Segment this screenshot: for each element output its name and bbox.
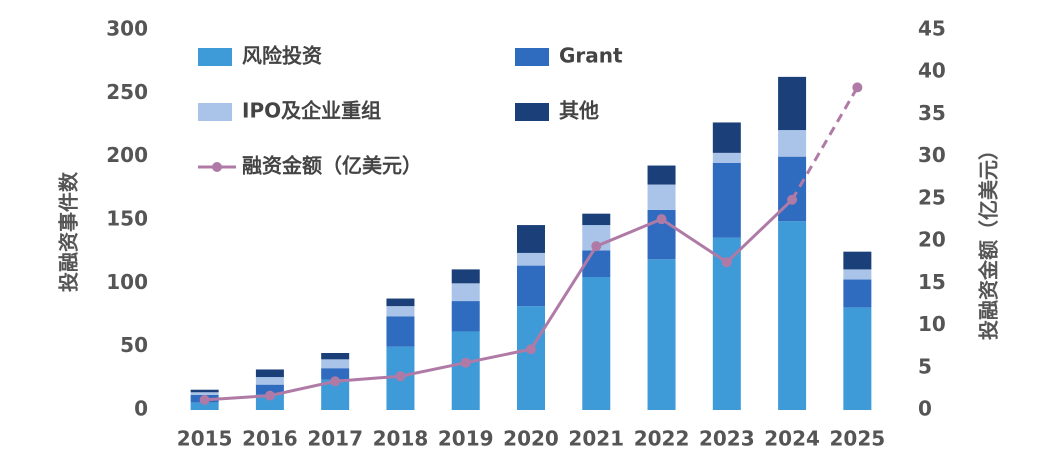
legend-swatch (515, 103, 549, 121)
y2-tick-label: 10 (918, 312, 946, 336)
bar-segment (255, 384, 284, 395)
bar-segment (778, 221, 807, 410)
line-marker (591, 241, 602, 252)
line-marker (460, 357, 471, 368)
bar-segment (647, 165, 676, 185)
x-tick-label: 2015 (177, 427, 233, 451)
bar-segment (712, 152, 741, 163)
x-tick-label: 2023 (699, 427, 755, 451)
bar-segment (451, 331, 480, 410)
bar-segment (255, 377, 284, 385)
y2-tick-label: 20 (918, 228, 946, 252)
bar-segment (778, 76, 807, 131)
bar-segment (517, 265, 545, 307)
x-tick-label: 2022 (634, 427, 690, 451)
bar-segment (843, 279, 872, 308)
x-tick-label: 2017 (307, 427, 363, 451)
line-marker (264, 390, 275, 401)
legend-label: Grant (559, 44, 623, 68)
bar-segment (451, 283, 480, 302)
bar-segment (190, 389, 219, 393)
x-tick-label: 2024 (764, 427, 820, 451)
bar-segment (582, 277, 611, 410)
bar-segment (647, 184, 676, 210)
legend-marker (212, 162, 222, 172)
bar-segment (843, 251, 872, 270)
bar-segment (321, 368, 350, 380)
line-marker (526, 344, 536, 355)
bar-segment (190, 402, 219, 410)
x-tick-label: 2020 (503, 427, 559, 451)
bar-segment (582, 213, 611, 226)
bar-segment (321, 359, 350, 369)
bar-segment (778, 130, 807, 157)
line-marker (395, 371, 406, 382)
legend-swatch (198, 48, 232, 66)
y-tick-label: 300 (106, 17, 148, 41)
bar-segment (517, 252, 545, 266)
y-axis-label: 投融资事件数 (57, 171, 81, 292)
y2-axis-label: 投融资金额（亿美元） (977, 140, 1001, 340)
bar-segment (190, 392, 219, 395)
y2-tick-label: 25 (918, 185, 946, 209)
bar-segment (386, 298, 415, 307)
legend-swatch (198, 103, 232, 121)
x-tick-label: 2025 (830, 427, 886, 451)
y-tick-label: 100 (106, 270, 148, 294)
x-tick-label: 2018 (373, 427, 429, 451)
line-marker (199, 394, 210, 405)
x-tick-label: 2021 (568, 427, 624, 451)
legend-swatch (515, 48, 549, 66)
bar-segment (386, 306, 415, 317)
legend-label: 风险投资 (242, 44, 322, 68)
line-marker (330, 376, 341, 387)
line (204, 198, 794, 402)
bar-segment (778, 156, 807, 222)
bar-segment (386, 316, 415, 347)
bar-segment (255, 394, 284, 410)
bar-segment (843, 307, 872, 410)
y2-tick-label: 40 (918, 59, 946, 83)
y-tick-label: 50 (120, 333, 148, 357)
bar-segment (517, 225, 545, 253)
line-marker (787, 194, 798, 205)
bar-segment (712, 122, 741, 153)
y-tick-label: 0 (134, 397, 148, 421)
y2-tick-label: 15 (918, 270, 946, 294)
x-tick-label: 2019 (438, 427, 494, 451)
bar-segment (517, 306, 545, 410)
y-tick-label: 200 (106, 143, 148, 167)
line-projection (790, 86, 859, 201)
line-marker (852, 82, 863, 93)
line-marker (656, 214, 667, 225)
bar-segment (321, 353, 350, 360)
y2-tick-label: 5 (918, 354, 932, 378)
x-tick-label: 2016 (242, 427, 298, 451)
legend-label: 其他 (559, 99, 599, 123)
bar-segment (451, 269, 480, 284)
legend-label: 融资金额（亿美元） (242, 154, 422, 178)
y-tick-label: 150 (106, 207, 148, 231)
y-tick-label: 250 (106, 80, 148, 104)
line-marker (721, 257, 732, 268)
bar-segment (712, 163, 741, 238)
bar-segment (647, 259, 676, 410)
bar-segment (255, 369, 284, 378)
y2-tick-label: 30 (918, 143, 946, 167)
y2-tick-label: 0 (918, 397, 932, 421)
bar-segment (843, 269, 872, 280)
legend-label: IPO及企业重组 (242, 99, 381, 123)
bar-segment (451, 301, 480, 332)
y2-tick-label: 45 (918, 17, 946, 41)
y2-tick-label: 35 (918, 101, 946, 125)
